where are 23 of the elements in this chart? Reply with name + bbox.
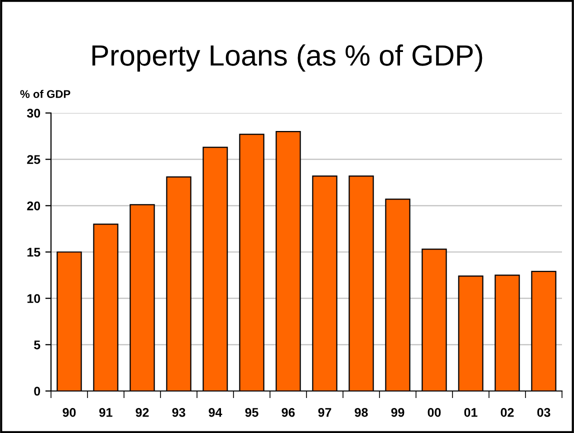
x-tick-label: 95 — [245, 408, 258, 417]
y-tick-label: 30 — [26, 108, 40, 118]
y-tick-label: 25 — [27, 155, 40, 164]
y-tick-label: 15 — [27, 248, 40, 257]
x-tick-label: 96 — [282, 408, 295, 417]
x-tick-label: 91 — [99, 408, 112, 417]
x-tick-label: 98 — [354, 408, 368, 417]
x-tick-label: 03 — [537, 408, 550, 417]
x-tick-label: 94 — [208, 408, 222, 417]
x-tick-label: 97 — [318, 408, 332, 417]
x-tick-label: 99 — [391, 408, 404, 417]
x-tick-label: 02 — [500, 408, 514, 417]
y-tick-label: 10 — [27, 294, 40, 303]
y-axis-title: % of GDP — [20, 90, 70, 98]
y-tick-label: 5 — [34, 340, 40, 350]
x-tick-label: 93 — [172, 408, 186, 417]
chart-title: Property Loans (as % of GDP) — [92, 44, 482, 72]
x-tick-label: 01 — [464, 408, 478, 417]
x-tick-label: 00 — [428, 408, 441, 417]
x-tick-label: 90 — [62, 408, 76, 417]
x-tick-label: 92 — [136, 408, 149, 417]
y-tick-label: 20 — [27, 201, 40, 210]
y-tick-label: 0 — [34, 386, 40, 396]
